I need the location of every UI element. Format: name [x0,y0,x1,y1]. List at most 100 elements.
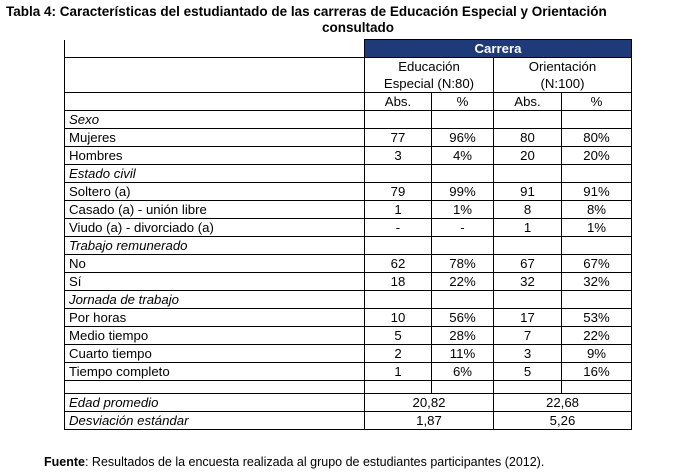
empty-header-cell [64,92,365,111]
empty-cell [431,164,494,183]
category-label: Sexo [64,110,365,129]
abs-value: 1 [364,362,432,381]
percent-value: 16% [561,362,632,381]
empty-header-cell [64,39,365,58]
category-label: Jornada de trabajo [64,290,365,309]
row-label: Cuarto tiempo [64,344,365,363]
empty-cell [493,236,562,255]
abs-value: 62 [364,254,432,273]
table-row: Hombres 3 4% 20 20% [64,146,632,165]
row-label: Hombres [64,146,365,165]
summary-row: Desviación estándar 1,87 5,26 [64,411,632,430]
empty-cell [561,164,632,183]
empty-cell [64,380,365,394]
table-source-note: Fuente: Resultados de la encuesta realiz… [44,455,544,469]
career-header-orientacion: Orientación (N:100) [493,57,632,93]
abs-value: 7 [493,326,562,345]
abs-value: 10 [364,308,432,327]
table-row: Tiempo completo 1 6% 5 16% [64,362,632,381]
subheader-percent: % [431,92,494,111]
abs-value: - [364,218,432,237]
row-label: Soltero (a) [64,182,365,201]
category-row: Estado civil [64,164,632,183]
abs-value: 1 [364,200,432,219]
career-name-line1: Educación [398,59,460,74]
abs-value: 17 [493,308,562,327]
row-label: Por horas [64,308,365,327]
abs-value: 91 [493,182,562,201]
abs-value: 8 [493,200,562,219]
empty-cell [431,110,494,129]
empty-cell [493,110,562,129]
row-label: Tiempo completo [64,362,365,381]
group-header-carrera: Carrera [364,39,632,58]
empty-cell [493,380,562,394]
abs-value: 18 [364,272,432,291]
abs-value: 67 [493,254,562,273]
abs-value: 77 [364,128,432,147]
caption-line-1: Tabla 4: Características del estudiantad… [6,4,607,19]
category-label: Estado civil [64,164,365,183]
abs-value: 32 [493,272,562,291]
percent-value: 32% [561,272,632,291]
source-text: : Resultados de la encuesta realizada al… [84,455,545,469]
percent-value: 56% [431,308,494,327]
table-caption: Tabla 4: Características del estudiantad… [0,4,696,36]
percent-value: 99% [431,182,494,201]
summary-value: 20,82 [364,393,494,412]
percent-value: 80% [561,128,632,147]
percent-value: 8% [561,200,632,219]
empty-cell [364,290,432,309]
group-header-row: Carrera [64,39,632,58]
empty-cell [364,164,432,183]
percent-value: 78% [431,254,494,273]
category-row: Jornada de trabajo [64,290,632,309]
table-row: No 62 78% 67 67% [64,254,632,273]
abs-value: 80 [493,128,562,147]
abs-value: 3 [364,146,432,165]
subheader-percent: % [561,92,632,111]
summary-value: 22,68 [493,393,632,412]
abs-value: 79 [364,182,432,201]
characteristics-table: Carrera Educación Especial (N:80) Orient… [64,39,632,430]
abs-value: 20 [493,146,562,165]
row-label: Casado (a) - unión libre [64,200,365,219]
career-header-row: Educación Especial (N:80) Orientación (N… [64,57,632,93]
career-header-educacion-especial: Educación Especial (N:80) [364,57,494,93]
summary-label: Desviación estándar [64,411,365,430]
percent-value: - [431,218,494,237]
career-name-line2: (N:100) [540,76,585,91]
career-name-line1: Orientación [528,59,597,74]
abs-value: 2 [364,344,432,363]
table-row: Viudo (a) - divorciado (a) - -1 1% [64,218,632,237]
percent-value: 22% [561,326,632,345]
summary-value: 1,87 [364,411,494,430]
empty-cell [431,290,494,309]
abs-value: 5 [493,362,562,381]
empty-cell [493,290,562,309]
percent-value: 6% [431,362,494,381]
empty-cell [561,236,632,255]
empty-header-cell [64,57,365,93]
summary-value: 5,26 [493,411,632,430]
empty-cell [561,380,632,394]
category-row: Sexo [64,110,632,129]
source-label: Fuente [44,455,85,469]
empty-cell [364,380,432,394]
subheader-row: Abs. % Abs. % [64,92,632,111]
table-row: Soltero (a) 79 99% 91 91% [64,182,632,201]
percent-value: 11% [431,344,494,363]
summary-row: Edad promedio 20,82 22,68 [64,393,632,412]
empty-cell [364,110,432,129]
percent-value: 28% [431,326,494,345]
empty-cell [364,236,432,255]
subheader-abs: Abs. [364,92,432,111]
row-label: Viudo (a) - divorciado (a) [64,218,365,237]
table-row: Cuarto tiempo 2 11% 3 9% [64,344,632,363]
spacer-row [64,380,632,394]
table-row: Medio tiempo 5 28% 7 22% [64,326,632,345]
percent-value: 22% [431,272,494,291]
caption-line-2: consultado [321,20,394,35]
subheader-abs: Abs. [493,92,562,111]
empty-cell [431,380,494,394]
